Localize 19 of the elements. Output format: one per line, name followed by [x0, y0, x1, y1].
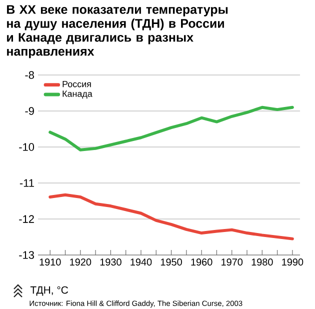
x-tick-label: 1910	[40, 258, 61, 266]
text: ТДН, °С	[30, 286, 68, 296]
y-tick-label: -13	[19, 251, 34, 259]
x-tick-label: 1920	[70, 258, 92, 266]
y-tick-label: -9	[25, 107, 34, 115]
x-tick-label: 1980	[252, 258, 273, 266]
chart-title: В XX веке показатели температуры на душу населения (ТДН) в России и Канаде двигались в разных направлениях	[7, 5, 228, 58]
y-tick-label: -12	[19, 215, 34, 223]
y-tick-label: -11	[20, 179, 34, 187]
x-tick-label: 1930	[100, 258, 122, 266]
x-tick-label: 1940	[130, 258, 152, 266]
x-tick-label: 1950	[160, 258, 182, 266]
x-tick-label: 1960	[191, 258, 212, 266]
y-tick-label: -8	[25, 71, 34, 79]
x-tick-label: 1990	[282, 258, 304, 266]
legend-label: Канада	[62, 90, 92, 99]
x-tick-label: 1970	[222, 258, 243, 266]
y-tick-label: -10	[19, 143, 34, 151]
legend-label: Россия	[62, 80, 91, 88]
